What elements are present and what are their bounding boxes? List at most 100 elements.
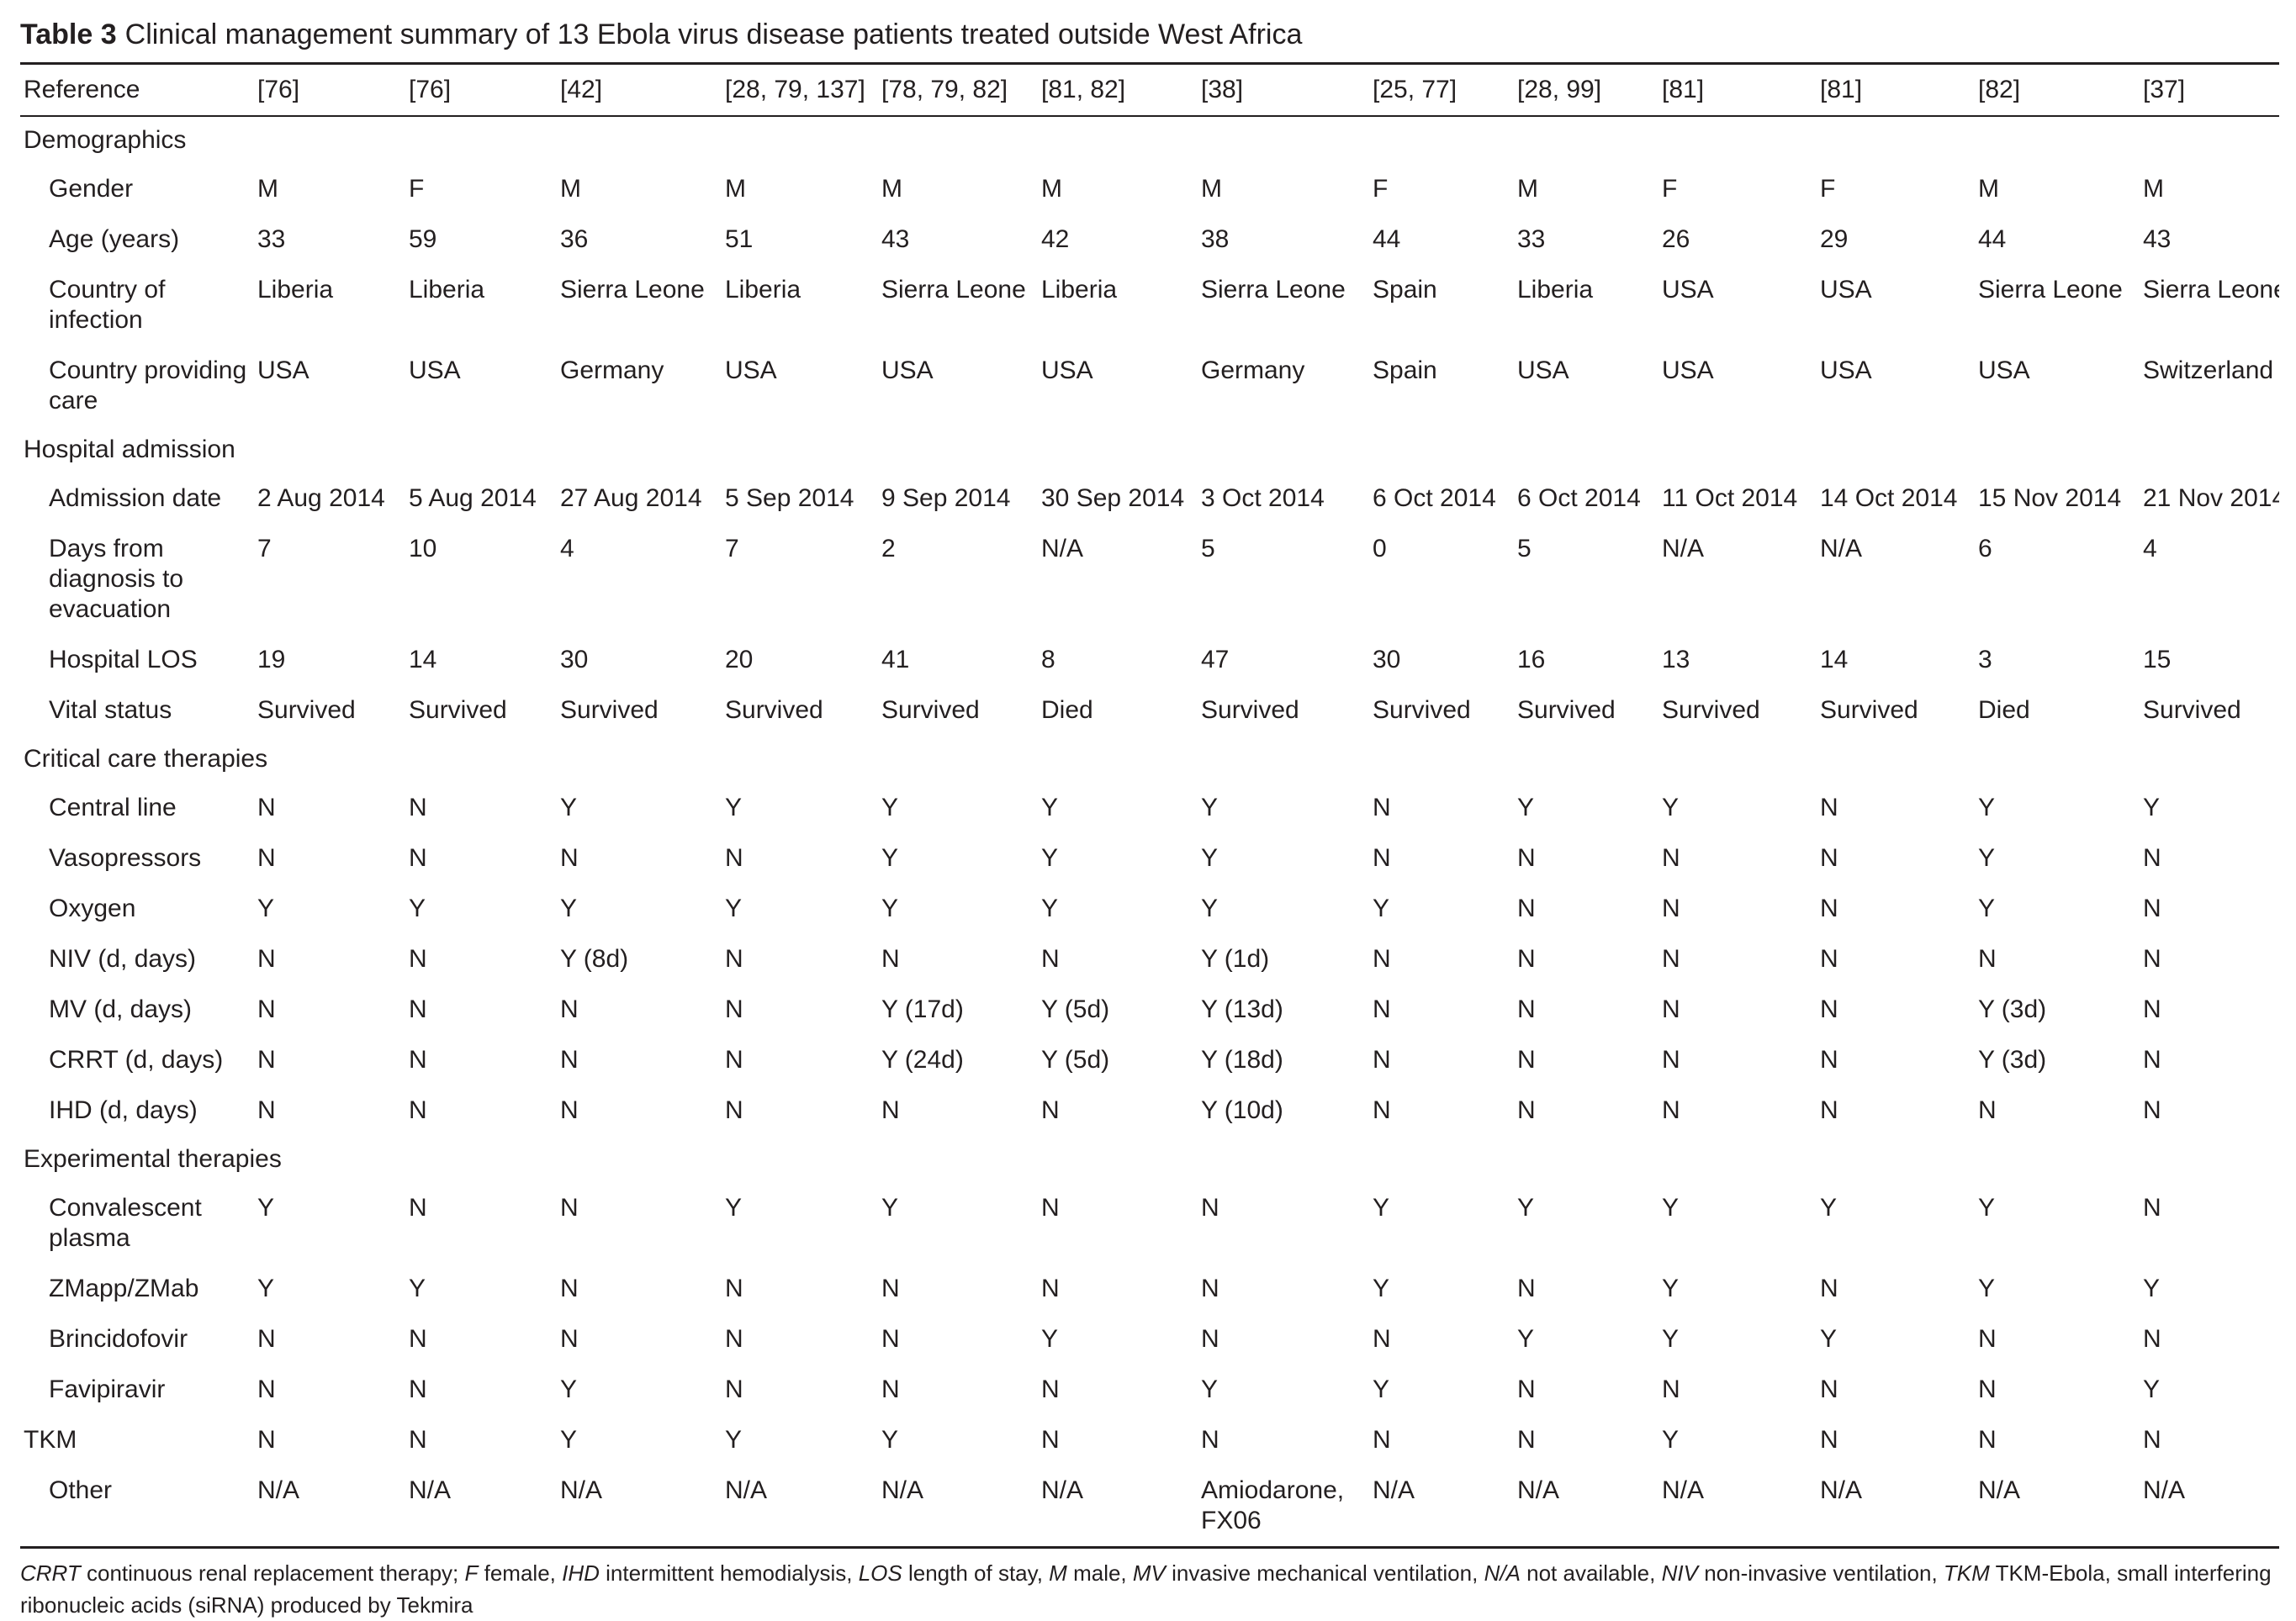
table-cell: Y xyxy=(881,1194,899,1222)
header-reference: [81] xyxy=(1820,76,1863,103)
table-cell: USA xyxy=(1662,276,1714,304)
table-cell: Y xyxy=(1662,794,1680,821)
row-label: Brincidofovir xyxy=(49,1325,188,1353)
table-cell: 4 xyxy=(560,535,574,562)
table-cell: Y xyxy=(2143,794,2161,821)
table-cell: 2 Aug 2014 xyxy=(257,484,385,512)
table-cell: Survived xyxy=(1373,696,1471,724)
table-cell: Y xyxy=(1373,1275,1390,1302)
table-cell: N xyxy=(409,1325,427,1353)
table-cell: Y (5d) xyxy=(1041,995,1110,1023)
table-cell: N xyxy=(409,1426,427,1454)
table-cell: N xyxy=(1373,1046,1391,1074)
table-cell: N xyxy=(1201,1194,1219,1222)
row-label: CRRT (d, days) xyxy=(49,1046,224,1074)
row-label: Vital status xyxy=(49,696,172,724)
table-cell: Y xyxy=(725,1194,743,1222)
table-cell: Liberia xyxy=(1041,276,1118,304)
header-reference: [76] xyxy=(409,76,452,103)
table-cell: N/A xyxy=(1978,1476,2021,1504)
table-cell: USA xyxy=(1820,356,1872,384)
table-cell: 51 xyxy=(725,225,754,253)
table-cell: N xyxy=(409,794,427,821)
table-cell: N xyxy=(2143,1426,2161,1454)
table-cell: N xyxy=(1373,844,1391,872)
table-cell: Y xyxy=(1201,844,1219,872)
table-cell: N xyxy=(1373,794,1391,821)
table-cell: N xyxy=(1517,1375,1536,1403)
table-cell: N xyxy=(725,995,743,1023)
table-cell: N xyxy=(1978,1375,1997,1403)
table-title: Clinical management summary of 13 Ebola … xyxy=(124,18,1303,50)
footnote-abbreviation: CRRT xyxy=(20,1560,81,1586)
table-cell: N xyxy=(881,1275,900,1302)
table-cell: 9 Sep 2014 xyxy=(881,484,1011,512)
table-cell: Amiodarone, FX06 xyxy=(1201,1476,1345,1534)
header-reference: [42] xyxy=(560,76,603,103)
table-cell: 10 xyxy=(409,535,437,562)
table-cell: N xyxy=(1201,1275,1219,1302)
table-cell: USA xyxy=(1662,356,1714,384)
table-cell: Y xyxy=(1662,1275,1680,1302)
table-row: Favipiravir N N Y N N N Y Y N N N N Y xyxy=(20,1365,2279,1415)
header-reference: [81] xyxy=(1662,76,1705,103)
table-cell: Y (24d) xyxy=(881,1046,964,1074)
table-cell: N xyxy=(1662,1046,1680,1074)
table-cell: N xyxy=(1662,945,1680,973)
table-cell: 4 xyxy=(2143,535,2157,562)
table-cell: Sierra Leone xyxy=(2143,276,2279,304)
table-cell: N xyxy=(1041,1194,1060,1222)
header-reference: [78, 79, 82] xyxy=(881,76,1008,103)
table-cell: N xyxy=(1373,945,1391,973)
table-cell: Survived xyxy=(725,696,823,724)
table-row: Central line N N Y Y Y Y Y N Y Y N Y Y xyxy=(20,783,2279,833)
table-cell: N xyxy=(1201,1325,1219,1353)
header-reference: [81, 82] xyxy=(1041,76,1126,103)
table-row: Oxygen Y Y Y Y Y Y Y Y N N N Y N xyxy=(20,884,2279,934)
table-cell: 59 xyxy=(409,225,437,253)
table-cell: 30 xyxy=(1373,646,1401,673)
section-label: Demographics xyxy=(24,126,187,154)
table-cell: N xyxy=(1373,1096,1391,1124)
table-cell: Y xyxy=(1820,1194,1838,1222)
table-cell: Y xyxy=(2143,1275,2161,1302)
table-cell: Y xyxy=(257,1194,275,1222)
row-label: IHD (d, days) xyxy=(49,1096,198,1124)
table-cell: Y xyxy=(1978,1194,1996,1222)
table-cell: 7 xyxy=(257,535,272,562)
table-cell: Y xyxy=(881,1426,899,1454)
footnote-definition: continuous renal replacement therapy; xyxy=(86,1560,459,1586)
table-cell: Y xyxy=(1517,1325,1535,1353)
footnote-abbreviation: LOS xyxy=(858,1560,902,1586)
table-cell: N xyxy=(257,945,276,973)
table-cell: Survived xyxy=(1201,696,1299,724)
table-cell: N/A xyxy=(409,1476,452,1504)
table-cell: N xyxy=(725,1046,743,1074)
table-label: Table 3 xyxy=(20,18,117,50)
table-row: Convalescent plasma Y N N Y Y N N Y Y Y Y Y N xyxy=(20,1183,2279,1264)
table-cell: Y xyxy=(1041,844,1059,872)
table-cell: Y (18d) xyxy=(1201,1046,1283,1074)
table-cell: 21 Nov 2014 xyxy=(2143,484,2279,512)
table-row: IHD (d, days) N N N N N N Y (10d) N N N N N N xyxy=(20,1085,2279,1136)
table-cell: 14 xyxy=(409,646,437,673)
table-cell: M xyxy=(560,175,581,203)
row-label: Hospital LOS xyxy=(49,646,198,673)
table-cell: N xyxy=(1517,844,1536,872)
table-cell: N xyxy=(725,1375,743,1403)
table-cell: N xyxy=(1201,1426,1219,1454)
table-cell: Y (3d) xyxy=(1978,1046,2047,1074)
table-cell: N xyxy=(1517,895,1536,922)
section-label: Hospital admission xyxy=(24,436,235,463)
table-cell: Y (1d) xyxy=(1201,945,1270,973)
table-cell: Y xyxy=(1662,1325,1680,1353)
table-cell: Survived xyxy=(257,696,356,724)
table-cell: N xyxy=(881,1375,900,1403)
table-cell: Liberia xyxy=(725,276,801,304)
section-row: Demographics xyxy=(20,116,2279,164)
table-caption: Table 3 Clinical management summary of 13… xyxy=(20,15,2279,54)
table-cell: Y (10d) xyxy=(1201,1096,1283,1124)
table-cell: USA xyxy=(881,356,934,384)
table-cell: N xyxy=(1662,844,1680,872)
row-label: ZMapp/ZMab xyxy=(49,1275,199,1302)
